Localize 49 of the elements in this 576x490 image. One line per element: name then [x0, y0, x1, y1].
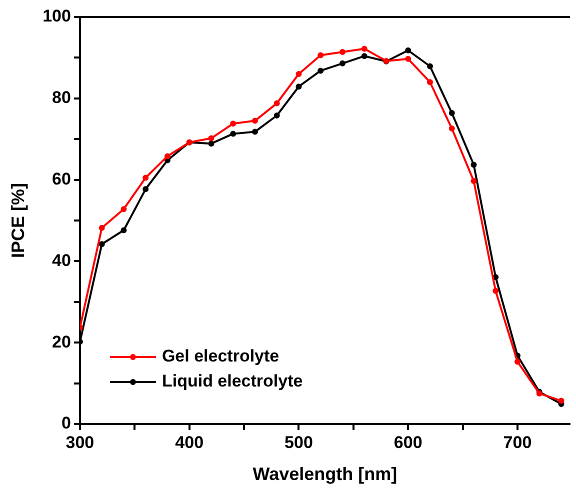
y-tick-label: 40: [52, 250, 71, 270]
point: [426, 63, 433, 70]
y-tick-label: 0: [61, 414, 71, 433]
point: [448, 126, 455, 132]
point: [142, 186, 149, 192]
point: [230, 130, 236, 137]
y-tick-label: 80: [52, 88, 71, 108]
point: [296, 84, 302, 90]
point: [252, 118, 258, 124]
point: [339, 60, 346, 66]
point: [98, 224, 105, 231]
point: [470, 178, 477, 184]
point: [208, 140, 214, 147]
point: [426, 79, 433, 86]
x-tick-label: 600: [394, 432, 422, 452]
y-tick-label: 60: [52, 169, 71, 188]
point: [448, 110, 455, 116]
legend-label: Gel electrolyte: [162, 346, 280, 366]
point: [274, 100, 280, 106]
point: [230, 120, 236, 127]
y-tick-label: 20: [52, 332, 71, 352]
x-tick-label: 300: [66, 432, 94, 452]
legend-label: Liquid electrolyte: [162, 372, 303, 391]
point: [361, 46, 368, 52]
point: [492, 288, 499, 294]
point: [558, 398, 564, 404]
point: [296, 70, 302, 77]
point: [164, 153, 170, 160]
point: [405, 47, 412, 54]
point: [142, 174, 149, 181]
point: [405, 56, 412, 62]
point: [252, 128, 258, 135]
point: [208, 135, 214, 142]
x-tick-label: 500: [284, 432, 313, 452]
x-tick-label: 700: [503, 432, 532, 452]
x-axis-title: Wavelength [nm]: [252, 464, 398, 484]
point: [361, 53, 368, 60]
point: [470, 162, 477, 168]
point: [120, 206, 127, 212]
point: [98, 241, 105, 248]
point: [514, 358, 520, 365]
y-axis-title: IPCE [%]: [8, 182, 28, 258]
point: [274, 112, 280, 118]
point: [120, 227, 127, 234]
point: [318, 68, 324, 74]
point: [339, 49, 346, 55]
point: [318, 52, 324, 58]
y-tick-label: 100: [42, 6, 71, 26]
x-tick-label: 400: [175, 432, 204, 452]
